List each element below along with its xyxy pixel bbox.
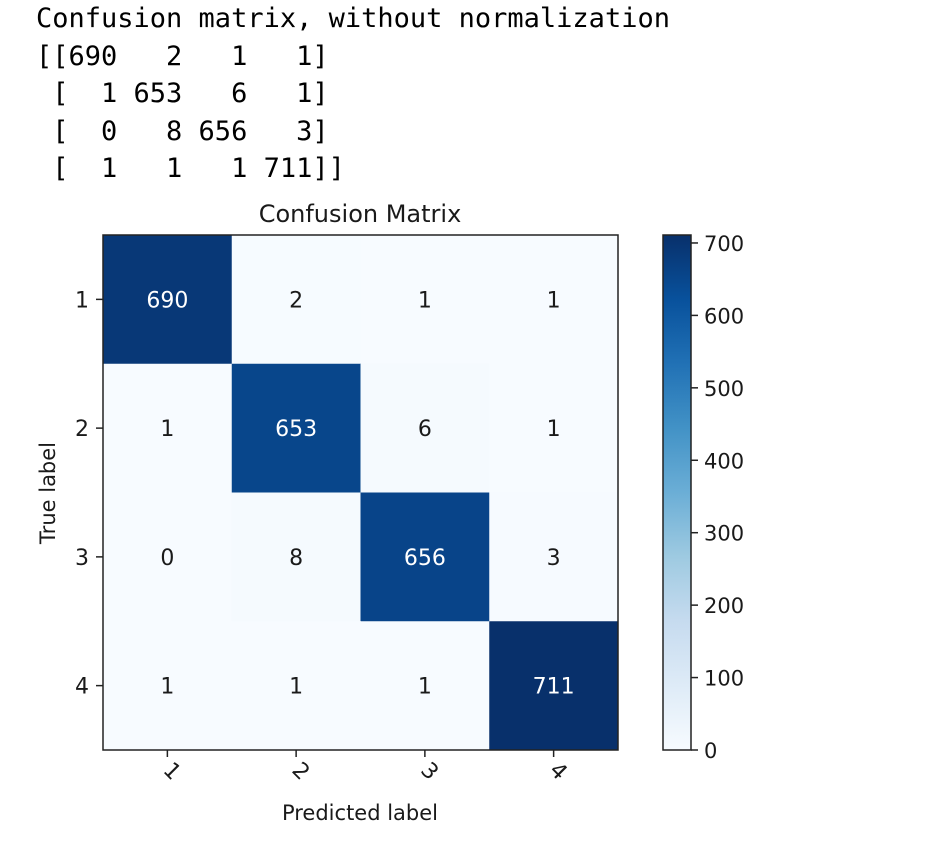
heatmap-cell: [489, 492, 619, 622]
plot-frame: [102, 234, 619, 751]
colorbar-tick-label: 600: [704, 304, 744, 328]
cell-value-label: 1: [418, 675, 432, 700]
console-output: Confusion matrix, without normalization …: [36, 0, 670, 188]
heatmap-cell: [360, 363, 490, 493]
y-tick-label: 2: [75, 417, 89, 442]
x-axis-ticks: 1 2 3 4: [158, 750, 572, 785]
heatmap-cell: [489, 621, 619, 751]
chart-title: Confusion Matrix: [259, 200, 462, 228]
cell-value-label: 2: [289, 288, 303, 313]
cell-value-label: 1: [418, 288, 432, 313]
colorbar-tick-label: 0: [704, 739, 717, 763]
cell-value-label: 653: [275, 417, 317, 442]
x-axis-label: Predicted label: [282, 801, 438, 825]
heatmap-cell: [103, 235, 233, 365]
cell-value-label: 711: [533, 675, 575, 700]
matrix-line-3: [ 0 8 656 3]: [36, 115, 329, 147]
colorbar-tick-label: 200: [704, 594, 744, 618]
heatmap-cell: [231, 492, 361, 622]
cell-value-label: 6: [418, 417, 432, 442]
cell-value-label: 0: [160, 546, 174, 571]
colorbar-ticks: 0 100 200 300 400 500 600 700: [691, 232, 744, 763]
matrix-line-1: [[690 2 1 1]: [36, 40, 329, 72]
colorbar-tick-label: 400: [704, 449, 744, 473]
colorbar: [662, 234, 692, 751]
heatmap-cells: 690 2 1 1 1 653 6 1 0 8 656 3 1 1 1 711: [103, 235, 619, 751]
cell-value-label: 1: [547, 288, 561, 313]
heatmap-cell: [231, 235, 361, 365]
matrix-line-4: [ 1 1 1 711]]: [36, 153, 345, 184]
heatmap-cell: [231, 363, 361, 493]
cell-value-label: 1: [160, 417, 174, 442]
colorbar-tick-label: 700: [704, 232, 744, 256]
heatmap-cell: [360, 492, 490, 622]
x-tick-label: 3: [415, 758, 443, 786]
y-tick-label: 1: [75, 288, 89, 313]
y-tick-label: 3: [75, 546, 89, 571]
cell-value-label: 3: [547, 546, 561, 571]
heatmap-cell: [360, 235, 490, 365]
matrix-line-2: [ 1 653 6 1]: [36, 78, 329, 109]
colorbar-tick-label: 500: [704, 377, 744, 401]
heatmap-cell: [360, 621, 490, 751]
heatmap-cell: [103, 621, 233, 751]
colorbar-tick-label: 300: [704, 522, 744, 546]
cell-value-label: 8: [289, 546, 303, 571]
colorbar-tick-label: 100: [704, 667, 744, 691]
heatmap-cell: [103, 492, 233, 622]
heatmap-cell: [489, 363, 619, 493]
cell-value-label: 1: [160, 675, 174, 700]
heatmap-cell: [231, 621, 361, 751]
y-tick-label: 4: [75, 675, 89, 700]
x-tick-label: 2: [287, 758, 315, 786]
cell-value-label: 1: [547, 417, 561, 442]
y-axis-label: True label: [36, 442, 60, 545]
y-axis-ticks: 1 2 3 4: [75, 288, 103, 700]
heatmap-cell: [489, 235, 619, 365]
output-heading: Confusion matrix, without normalization: [36, 3, 670, 34]
cell-value-label: 656: [404, 546, 446, 571]
heatmap-cell: [103, 363, 233, 493]
cell-value-label: 690: [146, 288, 188, 313]
cell-value-label: 1: [289, 675, 303, 700]
x-tick-label: 1: [158, 758, 186, 786]
x-tick-label: 4: [544, 758, 572, 786]
